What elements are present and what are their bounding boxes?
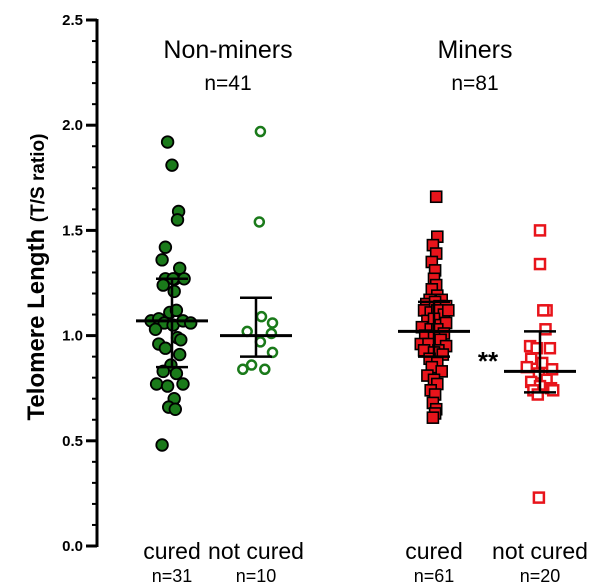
y-tick-label: 2.5 [62,12,83,29]
category-label: not cured [208,538,304,564]
data-point [254,125,267,138]
data-point [176,377,190,391]
group-title: Non-miners [163,36,292,64]
category-label: cured [143,538,201,564]
data-point [259,363,271,376]
chart-labels: Telomere Length (T/S ratio) Non-miners n=4… [23,36,588,586]
data-point [441,304,455,317]
data-point [167,284,181,299]
error-bars [136,277,576,394]
data-point [170,213,185,227]
data-point [158,341,173,355]
data-point [158,240,173,254]
data-point [160,379,175,393]
y-tick-label: 0.0 [62,538,83,555]
y-axis-label: Telomere Length (T/S ratio) [23,134,50,421]
data-point [237,363,249,376]
significance-marker: ** [478,346,499,376]
data-point [531,388,545,401]
y-tick-label: 1.5 [62,222,83,239]
group-title: Miners [437,36,512,64]
category-n-label: n=20 [520,566,561,586]
y-tick-label: 0.5 [62,433,83,450]
y-tick-label: 1.0 [62,328,83,345]
category-label: cured [405,538,463,564]
y-axis: 0.0 0.5 1.0 1.5 2.0 2.5 [62,12,99,555]
data-point [168,402,183,416]
data-point [533,257,547,271]
data-point [183,316,198,330]
data-point [546,384,560,397]
data-point [266,346,279,359]
data-point [532,491,546,504]
data-point [169,366,184,381]
category-n-label: n=31 [152,566,193,586]
data-point [435,365,449,378]
data-points [144,125,560,504]
data-point [155,253,169,267]
data-point [174,333,188,347]
data-point [172,347,187,362]
data-point [539,323,552,336]
category-n-label: n=10 [236,566,277,586]
category-label: not cured [492,538,588,564]
data-point [533,224,547,237]
data-point [266,317,279,329]
y-axis-label-unit: (T/S ratio) [28,134,49,223]
data-point [537,304,550,317]
data-point [155,438,169,452]
data-point [149,377,164,391]
data-point [535,356,549,370]
group-n-label: n=41 [204,72,251,95]
data-point [245,359,258,371]
data-point [426,411,440,424]
y-tick-label: 2.0 [62,117,83,134]
data-point [169,303,184,318]
data-point [255,310,268,323]
data-point [148,322,163,336]
data-point [253,216,266,228]
y-axis-label-main: Telomere Length [23,222,50,420]
data-point [156,278,170,292]
data-point [429,190,443,204]
data-point [543,341,557,355]
group-n-label: n=81 [451,72,498,95]
category-n-label: n=61 [414,566,455,586]
data-point [165,158,179,172]
data-point [156,364,170,379]
data-point [160,135,175,149]
